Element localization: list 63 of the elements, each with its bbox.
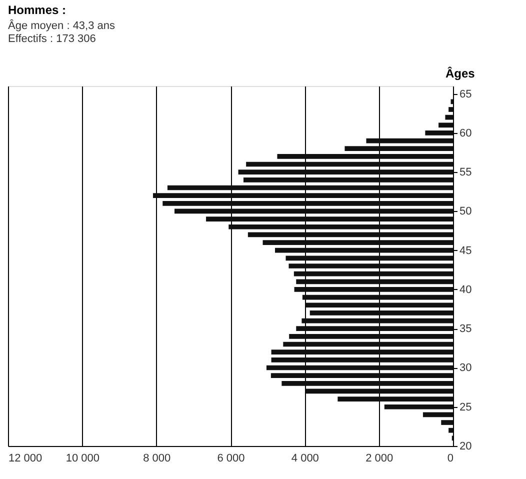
y-tick-label: 45 bbox=[460, 244, 472, 257]
bar bbox=[270, 373, 453, 378]
x-tick-label: 4 000 bbox=[291, 452, 319, 464]
bar bbox=[338, 396, 453, 402]
bar bbox=[288, 264, 453, 268]
bar bbox=[310, 310, 453, 316]
y-tick-label: 40 bbox=[460, 284, 472, 296]
x-tick-label: 10 000 bbox=[66, 452, 100, 464]
x-tick-label: 0 bbox=[447, 452, 454, 464]
bar bbox=[167, 185, 453, 190]
bar bbox=[162, 200, 453, 206]
y-tick-label: 30 bbox=[460, 362, 472, 374]
y-tick-label: 25 bbox=[460, 401, 472, 414]
text: Effectifs : 173 306 bbox=[8, 33, 96, 45]
bar bbox=[438, 122, 453, 128]
bar bbox=[246, 162, 453, 167]
y-tick-label: 50 bbox=[460, 206, 472, 218]
bar bbox=[262, 240, 453, 245]
bar bbox=[302, 318, 453, 324]
bar bbox=[286, 256, 453, 261]
bar bbox=[425, 130, 453, 136]
bar bbox=[366, 138, 453, 144]
bar bbox=[271, 357, 453, 362]
bar bbox=[448, 428, 453, 433]
bar bbox=[275, 248, 453, 253]
bar bbox=[243, 177, 453, 182]
bar bbox=[302, 294, 453, 300]
bar bbox=[441, 420, 453, 425]
x-tick-label: 2 000 bbox=[366, 452, 394, 464]
bar bbox=[266, 365, 453, 370]
bar bbox=[228, 224, 453, 230]
bar bbox=[206, 216, 453, 222]
chart-title: Hommes : bbox=[8, 3, 66, 17]
bar bbox=[248, 232, 453, 238]
bar bbox=[448, 107, 453, 112]
bar bbox=[445, 114, 453, 120]
bar bbox=[296, 326, 453, 332]
bar bbox=[294, 287, 453, 292]
bar bbox=[277, 154, 453, 159]
y-tick-label: 35 bbox=[460, 323, 472, 336]
bar bbox=[296, 279, 453, 284]
x-tick-label: 8 000 bbox=[143, 452, 171, 464]
y-tick-label: 20 bbox=[460, 440, 472, 452]
text: Âge moyen : 43,3 ans bbox=[8, 20, 116, 32]
bar bbox=[283, 342, 453, 347]
bar bbox=[384, 404, 453, 410]
y-tick-label: 60 bbox=[460, 127, 472, 140]
bar bbox=[282, 380, 453, 386]
bar bbox=[174, 208, 453, 214]
bar bbox=[271, 350, 453, 355]
bar bbox=[289, 334, 453, 339]
y-axis-title: Âges bbox=[446, 66, 476, 80]
y-tick-label: 55 bbox=[460, 166, 472, 179]
bar bbox=[238, 170, 453, 175]
bar bbox=[152, 193, 453, 198]
x-tick-label: 6 000 bbox=[217, 452, 245, 464]
y-tick-label: 65 bbox=[460, 88, 472, 100]
bar bbox=[306, 388, 453, 394]
bar bbox=[422, 412, 453, 418]
bar bbox=[344, 146, 453, 152]
bar bbox=[306, 302, 453, 308]
bar bbox=[294, 271, 453, 276]
x-tick-label: 12 000 bbox=[8, 452, 42, 464]
